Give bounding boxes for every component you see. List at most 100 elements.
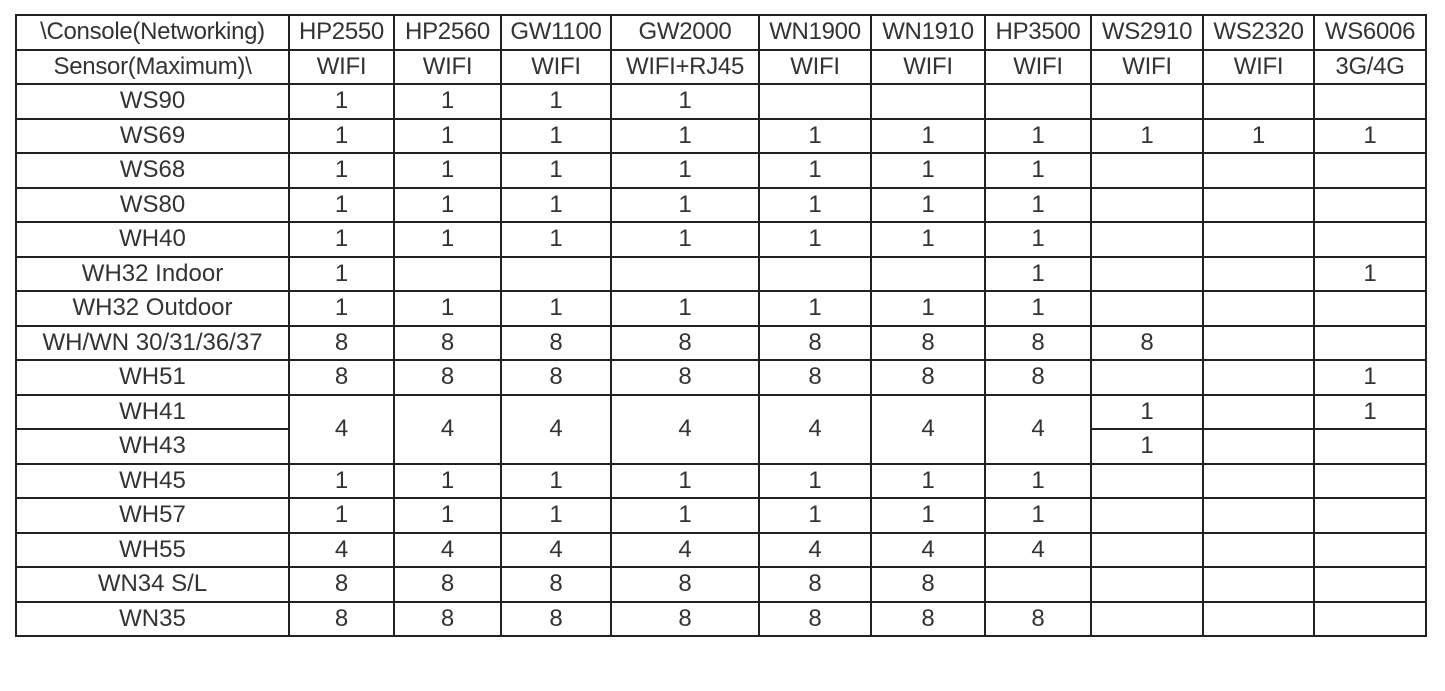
table-row: WH/WN 30/31/36/37 8 8 8 8 8 8 8 8 — [15, 324, 1427, 361]
count-cell — [758, 255, 872, 292]
networking-header: WIFI — [870, 48, 986, 85]
table-row: WH45 1 1 1 1 1 1 1 — [15, 462, 1427, 499]
count-cell: 1 — [500, 83, 612, 120]
count-cell — [984, 566, 1092, 603]
count-cell — [984, 83, 1092, 120]
count-cell: 8 — [984, 359, 1092, 396]
table-row: WH51 8 8 8 8 8 8 8 1 — [15, 359, 1427, 396]
networking-header: WIFI — [1090, 48, 1204, 85]
sensor-name: WH43 — [15, 428, 290, 465]
count-cell: 1 — [984, 152, 1092, 189]
corner-header-sensor: Sensor(Maximum)\ — [15, 48, 290, 85]
count-cell: 1 — [870, 290, 986, 327]
count-cell: 1 — [758, 497, 872, 534]
count-cell: 4 — [500, 531, 612, 568]
networking-header: WIFI — [984, 48, 1092, 85]
count-cell: 1 — [288, 462, 395, 499]
count-cell — [1202, 497, 1315, 534]
count-cell: 8 — [393, 324, 502, 361]
count-cell: 1 — [393, 83, 502, 120]
count-cell — [1202, 152, 1315, 189]
count-cell: 4 — [758, 393, 872, 465]
table-body: WS90 1 1 1 1 WS69 1 1 1 1 1 1 1 1 1 1 WS68 1 1 1 1 1 1 1 WS80 1 1 1… — [15, 83, 1427, 637]
console-header-ws2910: WS2910 — [1090, 14, 1204, 51]
table-row: WS90 1 1 1 1 — [15, 83, 1427, 120]
table-row: WH55 4 4 4 4 4 4 4 — [15, 531, 1427, 568]
count-cell: 1 — [393, 497, 502, 534]
count-cell — [1313, 152, 1427, 189]
count-cell: 1 — [870, 117, 986, 154]
count-cell: 8 — [870, 600, 986, 637]
table-row: WH43 1 — [15, 428, 1427, 465]
count-cell — [1202, 359, 1315, 396]
table-row: WH57 1 1 1 1 1 1 1 — [15, 497, 1427, 534]
count-cell: 1 — [984, 497, 1092, 534]
count-cell: 4 — [984, 393, 1092, 465]
count-cell: 8 — [758, 566, 872, 603]
count-cell: 4 — [500, 393, 612, 465]
sensor-name: WH57 — [15, 497, 290, 534]
count-cell: 1 — [1313, 393, 1427, 430]
table-row: WS68 1 1 1 1 1 1 1 — [15, 152, 1427, 189]
count-cell: 1 — [610, 186, 760, 223]
count-cell — [1090, 359, 1204, 396]
count-cell: 1 — [870, 462, 986, 499]
table-row: WN34 S/L 8 8 8 8 8 8 — [15, 566, 1427, 603]
sensor-name: WN35 — [15, 600, 290, 637]
table-row: WN35 8 8 8 8 8 8 8 — [15, 600, 1427, 637]
count-cell: 1 — [288, 152, 395, 189]
sensor-name: WN34 S/L — [15, 566, 290, 603]
count-cell — [1313, 221, 1427, 258]
count-cell — [1090, 152, 1204, 189]
networking-header: 3G/4G — [1313, 48, 1427, 85]
console-header-wn1900: WN1900 — [758, 14, 872, 51]
count-cell: 8 — [288, 566, 395, 603]
console-header-hp2560: HP2560 — [393, 14, 502, 51]
count-cell: 1 — [500, 152, 612, 189]
count-cell: 1 — [984, 221, 1092, 258]
count-cell: 8 — [610, 600, 760, 637]
count-cell: 1 — [393, 221, 502, 258]
count-cell: 1 — [288, 221, 395, 258]
count-cell — [1313, 324, 1427, 361]
console-header-row: \Console(Networking) HP2550 HP2560 GW1100 G… — [15, 14, 1427, 51]
table-row: WH40 1 1 1 1 1 1 1 — [15, 221, 1427, 258]
sensor-name: WH41 — [15, 393, 290, 430]
count-cell — [393, 255, 502, 292]
count-cell — [1313, 83, 1427, 120]
count-cell — [1090, 566, 1204, 603]
table-row: WS69 1 1 1 1 1 1 1 1 1 1 — [15, 117, 1427, 154]
count-cell: 1 — [870, 221, 986, 258]
count-cell: 1 — [758, 462, 872, 499]
count-cell — [1313, 186, 1427, 223]
sensor-name: WH51 — [15, 359, 290, 396]
count-cell — [870, 255, 986, 292]
count-cell: 1 — [288, 117, 395, 154]
count-cell: 1 — [1202, 117, 1315, 154]
count-cell: 1 — [870, 152, 986, 189]
count-cell: 4 — [393, 393, 502, 465]
count-cell — [1202, 566, 1315, 603]
count-cell: 8 — [758, 324, 872, 361]
count-cell: 8 — [610, 324, 760, 361]
count-cell — [1202, 393, 1315, 430]
console-header-wn1910: WN1910 — [870, 14, 986, 51]
count-cell — [1202, 83, 1315, 120]
count-cell: 1 — [984, 290, 1092, 327]
count-cell — [1313, 600, 1427, 637]
count-cell: 1 — [610, 462, 760, 499]
count-cell: 4 — [610, 531, 760, 568]
networking-header: WIFI — [1202, 48, 1315, 85]
count-cell: 1 — [288, 497, 395, 534]
count-cell — [1313, 462, 1427, 499]
count-cell: 1 — [610, 290, 760, 327]
count-cell: 8 — [393, 359, 502, 396]
count-cell: 8 — [500, 600, 612, 637]
count-cell — [1313, 497, 1427, 534]
console-header-ws6006: WS6006 — [1313, 14, 1427, 51]
count-cell — [500, 255, 612, 292]
count-cell — [1090, 221, 1204, 258]
count-cell — [1202, 600, 1315, 637]
table-row: WH32 Outdoor 1 1 1 1 1 1 1 — [15, 290, 1427, 327]
count-cell — [758, 83, 872, 120]
